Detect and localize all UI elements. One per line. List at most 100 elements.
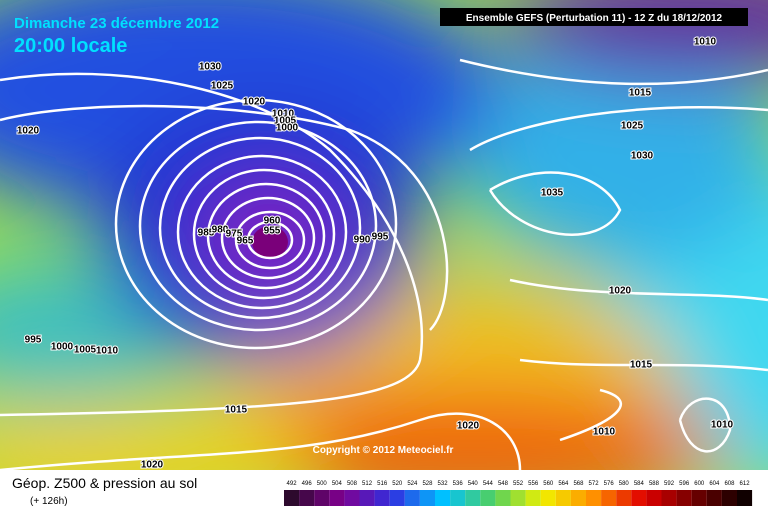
isobar-label: 990	[354, 235, 371, 246]
isobar-label: 1025	[621, 121, 644, 132]
scale-swatch	[646, 490, 662, 506]
scale-label: 580	[619, 481, 630, 487]
isobar-label: 1020	[17, 126, 40, 137]
scale-label: 508	[347, 481, 358, 487]
isobars	[0, 58, 768, 470]
scale-swatch	[495, 490, 511, 506]
scale-label: 540	[468, 481, 479, 487]
isobar-label: 1010	[711, 420, 734, 431]
scale-label: 520	[392, 481, 403, 487]
scale-swatch	[374, 490, 390, 506]
scale-swatch	[284, 490, 300, 506]
scale-label: 584	[634, 481, 645, 487]
scale-label: 500	[317, 481, 328, 487]
scale-swatch	[661, 490, 677, 506]
model-banner	[440, 8, 748, 26]
isobar-label: 1010	[593, 427, 616, 438]
isobar-label: 1015	[225, 405, 248, 416]
copyright: Copyright © 2012 Meteociel.fr	[313, 445, 454, 456]
isobar-label: 1030	[631, 151, 654, 162]
scale-swatch	[329, 490, 345, 506]
scale-swatch	[510, 490, 526, 506]
scale-swatch	[480, 490, 496, 506]
scale-label: 512	[362, 481, 373, 487]
scale-label: 536	[453, 481, 464, 487]
scale-swatch	[601, 490, 617, 506]
scale-swatch	[314, 490, 330, 506]
scale-label: 528	[422, 481, 433, 487]
isobar-label: 960	[264, 216, 281, 227]
isobar-label: 975	[226, 229, 243, 240]
scale-label: 568	[573, 481, 584, 487]
isobar-label: 1035	[541, 188, 564, 199]
scale-swatch	[721, 490, 737, 506]
scale-swatch	[737, 490, 753, 506]
scale-swatch	[525, 490, 541, 506]
scale-label: 564	[558, 481, 569, 487]
isobar-label: 1020	[457, 421, 480, 432]
isobar-label: 1025	[211, 81, 234, 92]
scale-swatch	[676, 490, 692, 506]
legend-lead: (+ 126h)	[30, 496, 68, 507]
isobar-label: 965	[237, 236, 254, 247]
scale-label: 552	[513, 481, 524, 487]
scale-swatch	[299, 490, 315, 506]
isobar-labels: 1010103010251020102010101005100010151025…	[16, 36, 735, 471]
scale-swatch	[404, 490, 420, 506]
isobar-label: 1000	[276, 123, 299, 134]
scale-label: 612	[740, 481, 751, 487]
isobar-label: 985	[198, 228, 215, 239]
isobar-label: 995	[372, 232, 389, 243]
scale-label: 604	[709, 481, 720, 487]
isobar-label: 1015	[629, 88, 652, 99]
scale-label: 596	[679, 481, 690, 487]
scale-label: 576	[604, 481, 615, 487]
scale-swatch	[450, 490, 466, 506]
isobar-label: 1005	[74, 345, 97, 356]
scale-swatch	[691, 490, 707, 506]
model-info: Ensemble GEFS (Perturbation 11) - 12 Z d…	[466, 13, 723, 24]
isobar-label: 1030	[199, 62, 222, 73]
scale-label: 560	[543, 481, 554, 487]
scale-label: 492	[287, 481, 298, 487]
color-scale: 492 496 500 504 508 512 516 520 524 528 532 536 540 5…	[284, 481, 753, 506]
scale-label: 504	[332, 481, 343, 487]
scale-label: 572	[589, 481, 600, 487]
scale-swatch	[586, 490, 602, 506]
isobar-label: 1000	[51, 342, 74, 353]
scale-label: 524	[407, 481, 418, 487]
time: 20:00 locale	[14, 35, 127, 57]
isobar-label: 955	[264, 226, 281, 237]
isobar-label: 1015	[630, 360, 653, 371]
scale-label: 588	[649, 481, 660, 487]
scale-swatch	[616, 490, 632, 506]
scale-swatch	[389, 490, 405, 506]
date: Dimanche 23 décembre 2012	[14, 15, 219, 32]
isobar-label: 1020	[141, 460, 164, 471]
scale-label: 532	[438, 481, 449, 487]
scale-label: 600	[694, 481, 705, 487]
isobar-label: 1020	[243, 97, 266, 108]
scale-label: 516	[377, 481, 388, 487]
isobar-label: 995	[25, 335, 42, 346]
scale-label: 548	[498, 481, 509, 487]
isobar-label: 1010	[694, 37, 717, 48]
isobar-label: 1020	[609, 286, 632, 297]
isobar-label: 1010	[96, 346, 119, 357]
scale-swatch	[419, 490, 435, 506]
isobar-label: 1005	[274, 116, 297, 127]
scale-label: 556	[528, 481, 539, 487]
scale-label: 496	[302, 481, 313, 487]
legend-title: Géop. Z500 & pression au sol	[12, 475, 197, 491]
scale-label: 544	[483, 481, 494, 487]
scale-swatch	[555, 490, 571, 506]
scale-swatch	[631, 490, 647, 506]
scale-swatch	[465, 490, 481, 506]
scale-swatch	[344, 490, 360, 506]
scale-swatch	[435, 490, 451, 506]
isobar-label: 980	[212, 225, 229, 236]
isobar-label: 1010	[272, 109, 295, 120]
scale-label: 608	[724, 481, 735, 487]
